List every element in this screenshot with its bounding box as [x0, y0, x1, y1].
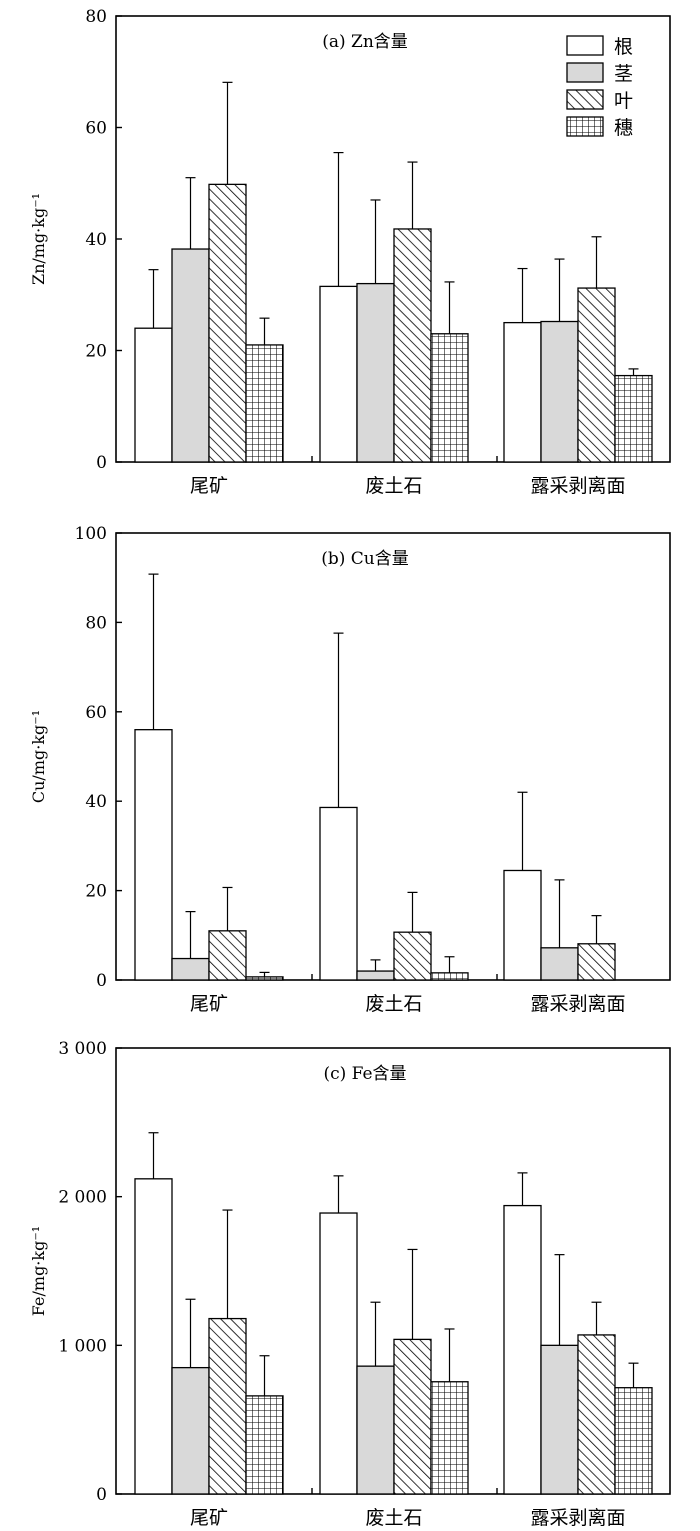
- legend-label: 茎: [614, 63, 633, 85]
- bar: [245, 976, 284, 981]
- x-tick-label: 废土石: [365, 1507, 422, 1529]
- legend-swatch: [566, 89, 604, 110]
- x-tick-label: 尾矿: [190, 1507, 228, 1529]
- chart-panel-3: 0 1 000 2 000 3 000 尾矿 废土石 露采剥离面 (c) Fe含量 Fe/mg·…: [29, 1039, 671, 1529]
- bar: [319, 1212, 358, 1495]
- chart-title: (a) Zn含量: [322, 32, 408, 52]
- bar: [614, 1387, 653, 1495]
- legend-swatch: [566, 116, 604, 137]
- bar: [393, 228, 432, 463]
- plot-frame: [115, 532, 671, 981]
- bar: [319, 806, 358, 981]
- bar: [134, 729, 173, 981]
- bar: [171, 248, 210, 463]
- bar: [393, 931, 432, 981]
- bar: [577, 943, 616, 981]
- y-tick-label: 0: [96, 971, 107, 991]
- chart-panel-2: 0 20 40 60 80 100 尾矿 废土石 露采剥离面 (b) Cu含量 Cu/mg·kg⁻¹: [29, 524, 671, 1015]
- legend-swatch: [566, 35, 604, 56]
- y-tick-label: 20: [85, 342, 107, 362]
- y-tick-label: 60: [85, 703, 107, 723]
- bar: [208, 183, 247, 463]
- bar: [503, 321, 542, 463]
- y-tick-label: 100: [75, 524, 107, 544]
- bar: [393, 1338, 432, 1495]
- bar: [577, 287, 616, 463]
- bar: [430, 972, 469, 981]
- x-tick-label: 尾矿: [190, 475, 228, 497]
- y-tick-label: 1 000: [58, 1336, 107, 1356]
- bar: [356, 1365, 395, 1495]
- chart-title: (b) Cu含量: [321, 549, 409, 569]
- y-tick-label: 0: [96, 1485, 107, 1505]
- y-tick-label: 2 000: [58, 1188, 107, 1208]
- x-tick-label: 露采剥离面: [530, 993, 625, 1015]
- x-tick-label: 废土石: [365, 993, 422, 1015]
- bar: [540, 320, 579, 463]
- legend-label: 穗: [614, 117, 633, 139]
- bar: [614, 374, 653, 463]
- bar: [540, 1344, 579, 1495]
- bar: [245, 1395, 284, 1495]
- bar: [577, 1334, 616, 1495]
- bar: [208, 1317, 247, 1495]
- y-tick-label: 3 000: [58, 1039, 107, 1059]
- y-axis-label: Fe/mg·kg⁻¹: [29, 1226, 48, 1316]
- y-tick-label: 60: [85, 119, 107, 139]
- bar: [134, 1178, 173, 1495]
- bar: [356, 282, 395, 463]
- bar: [503, 1204, 542, 1495]
- y-tick-label: 80: [85, 613, 107, 633]
- bar: [319, 285, 358, 463]
- bar: [208, 930, 247, 981]
- x-tick-label: 尾矿: [190, 993, 228, 1015]
- legend-swatch: [566, 62, 604, 83]
- y-axis-label: Cu/mg·kg⁻¹: [29, 710, 48, 803]
- x-tick-label: 废土石: [365, 475, 422, 497]
- chart-panel-1: 0 20 40 60 80 尾矿 废土石 露采剥离面 (a) Zn含量 Zn/mg·kg⁻¹ 根茎叶…: [29, 7, 671, 497]
- y-tick-label: 40: [85, 792, 107, 812]
- bar: [430, 333, 469, 463]
- x-tick-label: 露采剥离面: [530, 1507, 625, 1529]
- y-tick-label: 0: [96, 453, 107, 473]
- bar: [356, 970, 395, 981]
- y-axis-label: Zn/mg·kg⁻¹: [29, 193, 48, 285]
- bar: [134, 327, 173, 463]
- bar: [171, 1366, 210, 1495]
- y-tick-label: 40: [85, 230, 107, 250]
- y-tick-label: 20: [85, 882, 107, 902]
- chart-title: (c) Fe含量: [323, 1064, 406, 1084]
- bar: [171, 957, 210, 981]
- y-tick-label: 80: [85, 7, 107, 27]
- legend-label: 根: [614, 36, 633, 58]
- bar: [540, 947, 579, 981]
- x-tick-label: 露采剥离面: [530, 475, 625, 497]
- bar: [430, 1381, 469, 1495]
- legend-label: 叶: [614, 90, 633, 112]
- bar: [245, 344, 284, 463]
- bar: [503, 869, 542, 981]
